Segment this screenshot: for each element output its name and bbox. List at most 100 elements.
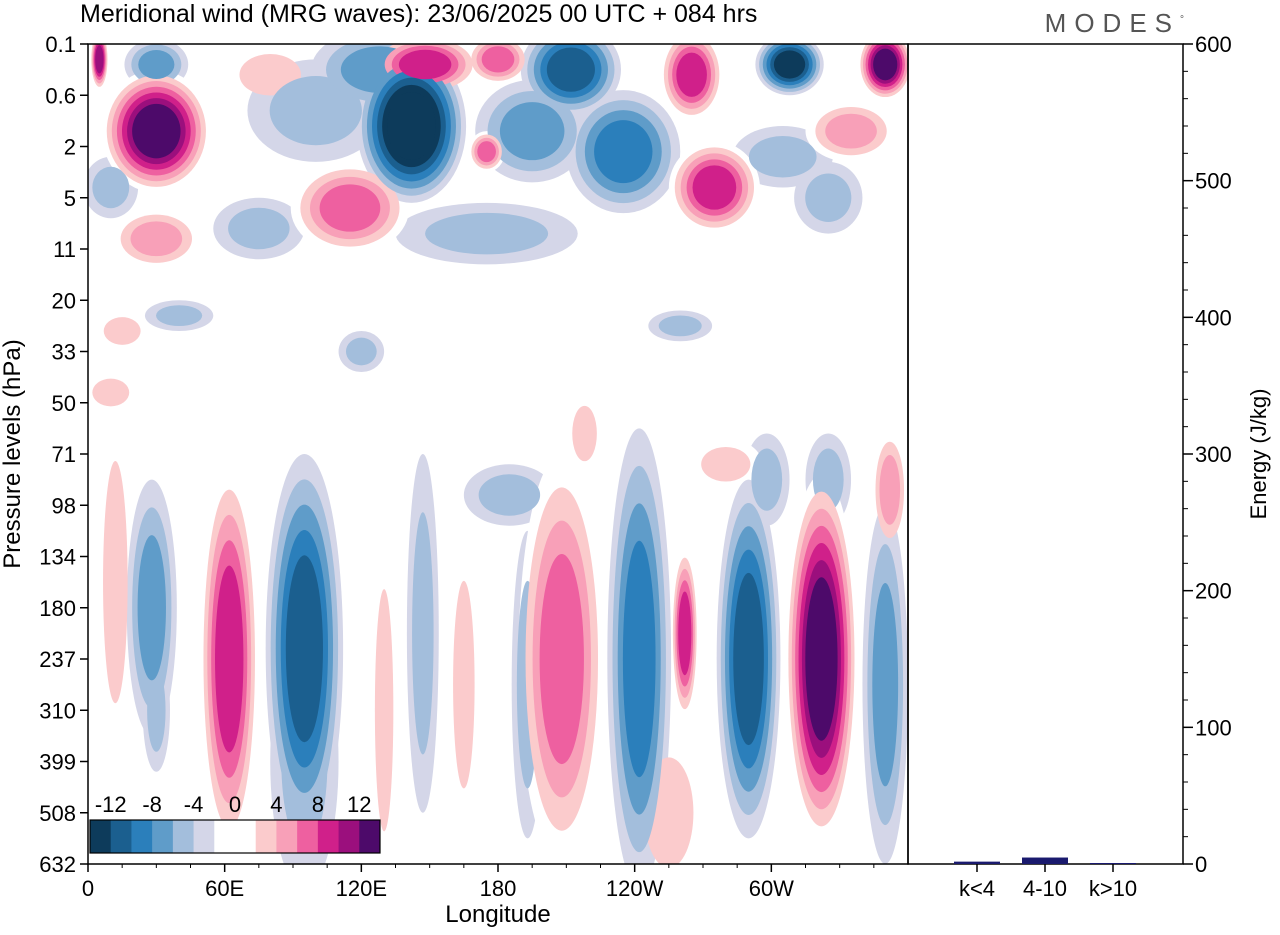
wind-contour (92, 166, 130, 209)
colorbar-swatch (90, 820, 112, 853)
chart-title: Meridional wind (MRG waves): 23/06/2025 … (80, 0, 757, 28)
colorbar-label: 0 (229, 792, 241, 817)
wind-contour (137, 535, 166, 681)
colorbar-label: -12 (95, 792, 127, 817)
wind-contour (387, 91, 436, 161)
wind-contour (138, 49, 175, 80)
wind-contour (285, 555, 323, 743)
y-tick-label: 5 (64, 186, 76, 211)
energy-tick-label: 0 (1195, 852, 1207, 877)
energy-tick-label: 400 (1195, 305, 1232, 330)
wind-contour (92, 378, 130, 407)
colorbar-swatch (317, 820, 340, 853)
wind-contour (215, 565, 244, 753)
wind-contour (398, 49, 452, 80)
colorbar-frame (89, 819, 381, 854)
wind-contour (477, 141, 496, 163)
y-axis-label: Pressure levels (hPa) (0, 339, 26, 568)
wind-contour (103, 461, 128, 704)
wind-contour (773, 50, 806, 79)
wind-contour (453, 580, 475, 789)
energy-tick-label: 200 (1195, 579, 1232, 604)
y-tick-label: 50 (52, 391, 76, 416)
y-tick-label: 310 (39, 698, 76, 723)
y-tick-label: 237 (39, 647, 76, 672)
colorbar-label: -8 (142, 792, 162, 817)
y-tick-label: 2 (64, 135, 76, 160)
wind-contour (374, 589, 394, 832)
brand-logo: MODES° (1045, 8, 1184, 39)
wind-contour (130, 221, 183, 257)
colorbar-label: -4 (184, 792, 204, 817)
colorbar-swatch (297, 820, 319, 853)
wind-contour (156, 305, 203, 327)
wind-contour (622, 540, 656, 778)
wind-contour (228, 207, 290, 250)
x-tick-label: 0 (82, 876, 94, 901)
x-tick-label: 120W (606, 876, 664, 901)
x-tick-label: 60W (749, 876, 794, 901)
brand-text: MODES (1044, 8, 1180, 38)
energy-tick-label: 100 (1195, 715, 1232, 740)
heatmap-layer (88, 44, 908, 864)
energy-tick-label: 500 (1195, 169, 1232, 194)
y-tick-label: 0.1 (45, 32, 76, 57)
energy-bars: k<4 4-10 k>10 (954, 857, 1137, 901)
wind-contour (319, 184, 381, 232)
wind-contour (751, 448, 783, 511)
colorbar-swatch (276, 820, 298, 853)
wind-contour (701, 446, 751, 482)
wind-contour (658, 315, 702, 337)
wind-contour (481, 46, 515, 73)
colorbar-swatch (152, 820, 174, 853)
colorbar-label: 4 (270, 792, 282, 817)
wind-contour (425, 212, 549, 255)
y-tick-label: 20 (52, 288, 76, 313)
wind-contour (478, 474, 541, 516)
wind-contour (95, 45, 104, 74)
wind-contour (345, 337, 377, 366)
energy-tick-label: 300 (1195, 442, 1232, 467)
wind-contour (872, 582, 899, 787)
wind-contour (692, 165, 737, 210)
colorbar-swatch (172, 820, 195, 853)
y-tick-label: 71 (52, 442, 76, 467)
wind-contour (103, 317, 141, 345)
energy-tick-label: 600 (1195, 32, 1232, 57)
wind-contour (879, 455, 901, 525)
wind-contour (594, 120, 653, 184)
x-tick-label: 60E (205, 876, 244, 901)
y-axis: 0.1 0.6 2 5 11 20 33 50 71 98 134 180 237 310 399 508 63… (39, 32, 88, 877)
wind-contour (572, 405, 597, 462)
wind-contour (269, 76, 362, 146)
wind-contour (805, 577, 838, 741)
y-tick-label: 33 (52, 340, 76, 365)
wind-contour (132, 103, 181, 159)
y-tick-label: 508 (39, 801, 76, 826)
energy-category-label: k<4 (959, 876, 995, 901)
energy-frame (907, 43, 1184, 865)
y-tick-label: 399 (39, 750, 76, 775)
x-tick-label: 180 (480, 876, 517, 901)
y-tick-label: 11 (53, 237, 76, 262)
wind-contour (748, 135, 817, 178)
wind-contour (805, 173, 852, 222)
y-tick-label: 180 (39, 596, 76, 621)
energy-bar (1022, 857, 1068, 864)
colorbar-swatch (235, 820, 257, 853)
colorbar-swatch (338, 820, 360, 853)
wind-contour (499, 102, 565, 161)
y-tick-label: 98 (52, 493, 76, 518)
y-tick-label: 0.6 (45, 83, 76, 108)
colorbar-swatch (255, 820, 277, 853)
colorbar-swatch (214, 820, 236, 853)
wind-contour (412, 512, 434, 755)
colorbar-swatch (193, 820, 215, 853)
wind-contour (873, 48, 898, 81)
energy-bar (954, 861, 1000, 864)
colorbar-swatch (359, 820, 381, 853)
colorbar-swatch (110, 820, 132, 853)
x-axis: 0 60E 120E 180 120W 60W (82, 864, 875, 901)
